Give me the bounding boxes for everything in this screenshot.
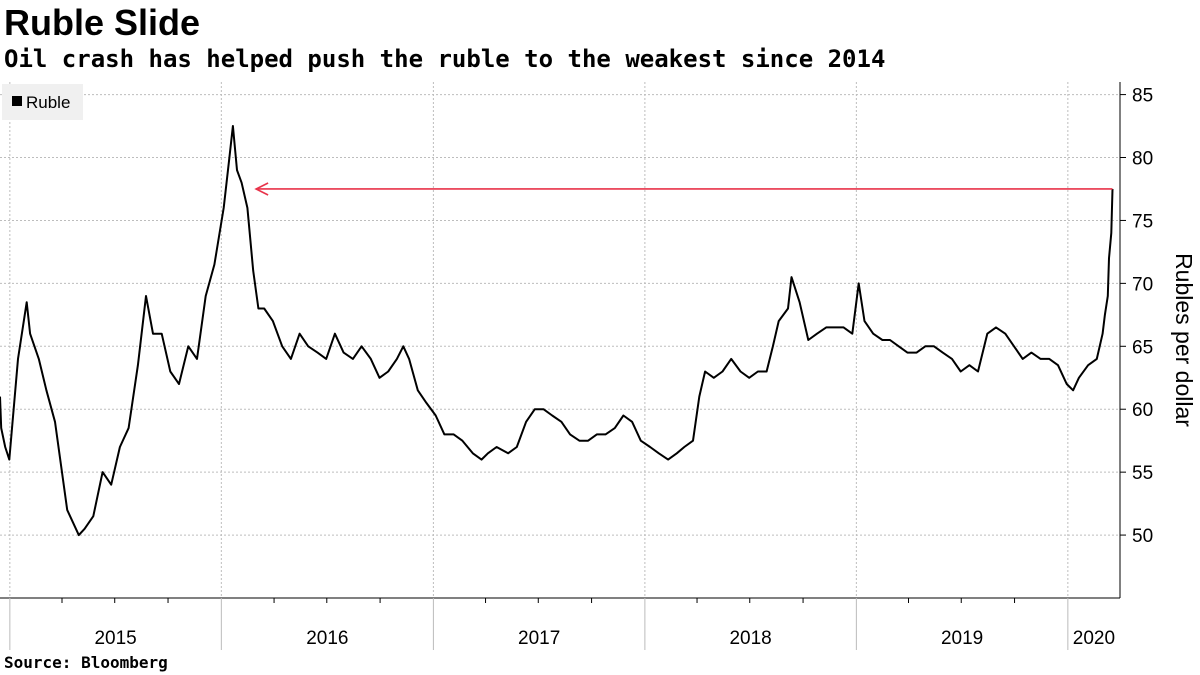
y-tick-label: 60 [1132,400,1153,421]
chart-subtitle: Oil crash has helped push the ruble to t… [4,45,886,73]
y-axis-label: Rubles per dollar [1171,253,1197,427]
source-note: Source: Bloomberg [4,653,168,672]
y-tick-label: 80 [1132,149,1153,170]
y-tick-label: 55 [1132,463,1153,484]
x-tick-label: 2018 [729,628,771,649]
legend-swatch [12,96,22,106]
y-tick-label: 50 [1132,526,1153,547]
legend-label: Ruble [26,93,70,112]
y-tick-label: 75 [1132,211,1153,232]
x-tick-label: 2017 [518,628,560,649]
y-tick-label: 70 [1132,274,1153,295]
y-tick-label: 65 [1132,337,1153,358]
series-line-ruble [0,125,1114,537]
legend: Ruble [2,84,83,120]
gridlines [0,82,1120,598]
x-tick-label: 2015 [94,628,136,649]
y-tick-label: 85 [1132,86,1153,107]
annotation-arrowhead [254,182,269,196]
annotation-layer [254,182,1113,196]
chart-title: Ruble Slide [4,2,201,43]
x-tick-label: 2016 [306,628,348,649]
x-tick-label: 2020 [1073,628,1115,649]
axes: 50 55 60 65 70 75 80 85 2015 2016 2017 2018 2019 2020 [0,82,1153,650]
series-layer [0,125,1114,537]
x-tick-label: 2019 [941,628,983,649]
